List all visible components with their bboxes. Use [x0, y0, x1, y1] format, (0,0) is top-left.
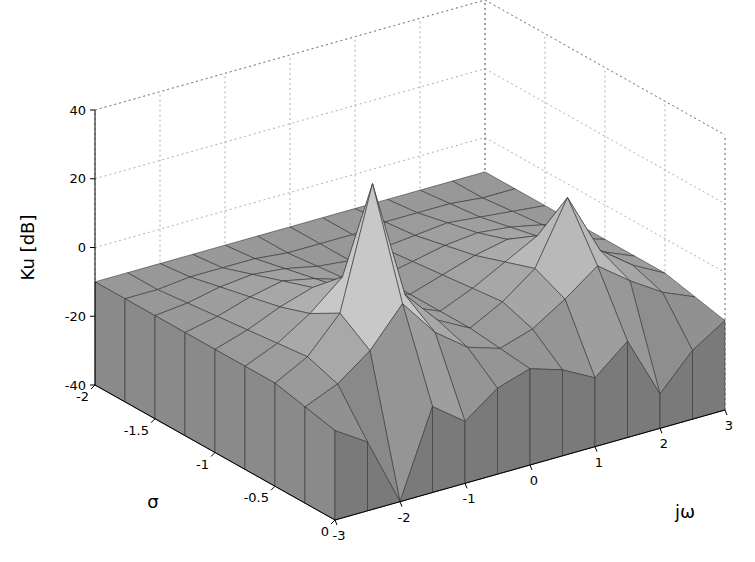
- y-tick-label: -1: [463, 491, 476, 506]
- z-tick-label: 40: [69, 103, 86, 118]
- z-tick: [90, 316, 95, 317]
- surface-skirt: [335, 431, 368, 520]
- x-tick-label: -1.5: [124, 423, 149, 438]
- surface-skirt: [628, 341, 661, 437]
- x-tick-label: -1: [196, 457, 209, 472]
- y-tick: [660, 428, 662, 433]
- y-tick: [335, 520, 337, 525]
- surface-skirt: [433, 407, 466, 493]
- surface-skirt: [185, 333, 215, 453]
- x-tick: [211, 453, 215, 457]
- y-tick-label: -2: [398, 510, 411, 525]
- plot-area: [95, 172, 725, 520]
- y-tick-label: 0: [530, 473, 538, 488]
- x-axis-line: [95, 385, 335, 520]
- surface-skirt: [125, 299, 155, 419]
- z-tick: [90, 110, 95, 111]
- surface-skirt: [498, 369, 531, 474]
- x-tick-label: -0.5: [244, 490, 269, 505]
- z-tick-label: 20: [69, 171, 86, 186]
- surface-skirt: [660, 350, 693, 428]
- x-tick: [91, 385, 95, 389]
- y-tick: [400, 502, 402, 507]
- y-tick-label: -3: [333, 528, 346, 543]
- surface-skirt: [155, 316, 185, 436]
- surface-skirt: [400, 407, 433, 502]
- y-tick-label: 2: [660, 436, 668, 451]
- y-tick: [530, 465, 532, 470]
- surface-skirt: [215, 349, 245, 469]
- surface-skirt: [95, 282, 125, 402]
- y-tick: [595, 447, 597, 452]
- x-tick: [331, 520, 335, 524]
- surface-skirt: [305, 407, 335, 520]
- y-tick: [725, 410, 727, 415]
- axes: -40-2002040-2-1.5-1-0.50-3-2-10123: [65, 103, 733, 543]
- y-tick: [465, 483, 467, 488]
- y-tick-label: 3: [725, 418, 733, 433]
- box-edge: [485, 0, 725, 135]
- grid-line-z: [485, 0, 725, 135]
- grid: [95, 0, 725, 520]
- z-tick: [90, 247, 95, 248]
- x-tick: [151, 419, 155, 423]
- surface-skirt: [245, 366, 275, 486]
- surface-skirt: [275, 383, 305, 503]
- box-edge: [95, 0, 485, 110]
- z-tick: [90, 178, 95, 179]
- x-axis-title: σ: [147, 491, 158, 512]
- y-tick-label: 1: [595, 455, 603, 470]
- y-axis-line: [335, 410, 725, 520]
- x-tick-label: 0: [321, 524, 329, 539]
- grid-line-z: [95, 206, 485, 316]
- x-tick-label: -2: [76, 389, 89, 404]
- z-tick-label: -20: [65, 309, 86, 324]
- surface-skirt: [530, 369, 563, 465]
- y-axis-title: jω: [674, 501, 695, 522]
- surface-skirt: [368, 442, 401, 511]
- surface-skirt: [595, 341, 628, 446]
- z-tick-label: 0: [78, 240, 86, 255]
- chart: -40-2002040-2-1.5-1-0.50-3-2-10123Ku [dB…: [0, 0, 755, 562]
- x-tick: [271, 486, 275, 490]
- surface-skirt: [465, 388, 498, 483]
- surface-skirt: [693, 321, 726, 420]
- z-axis-title: Ku [dB]: [17, 215, 38, 281]
- surface-skirt: [563, 370, 596, 456]
